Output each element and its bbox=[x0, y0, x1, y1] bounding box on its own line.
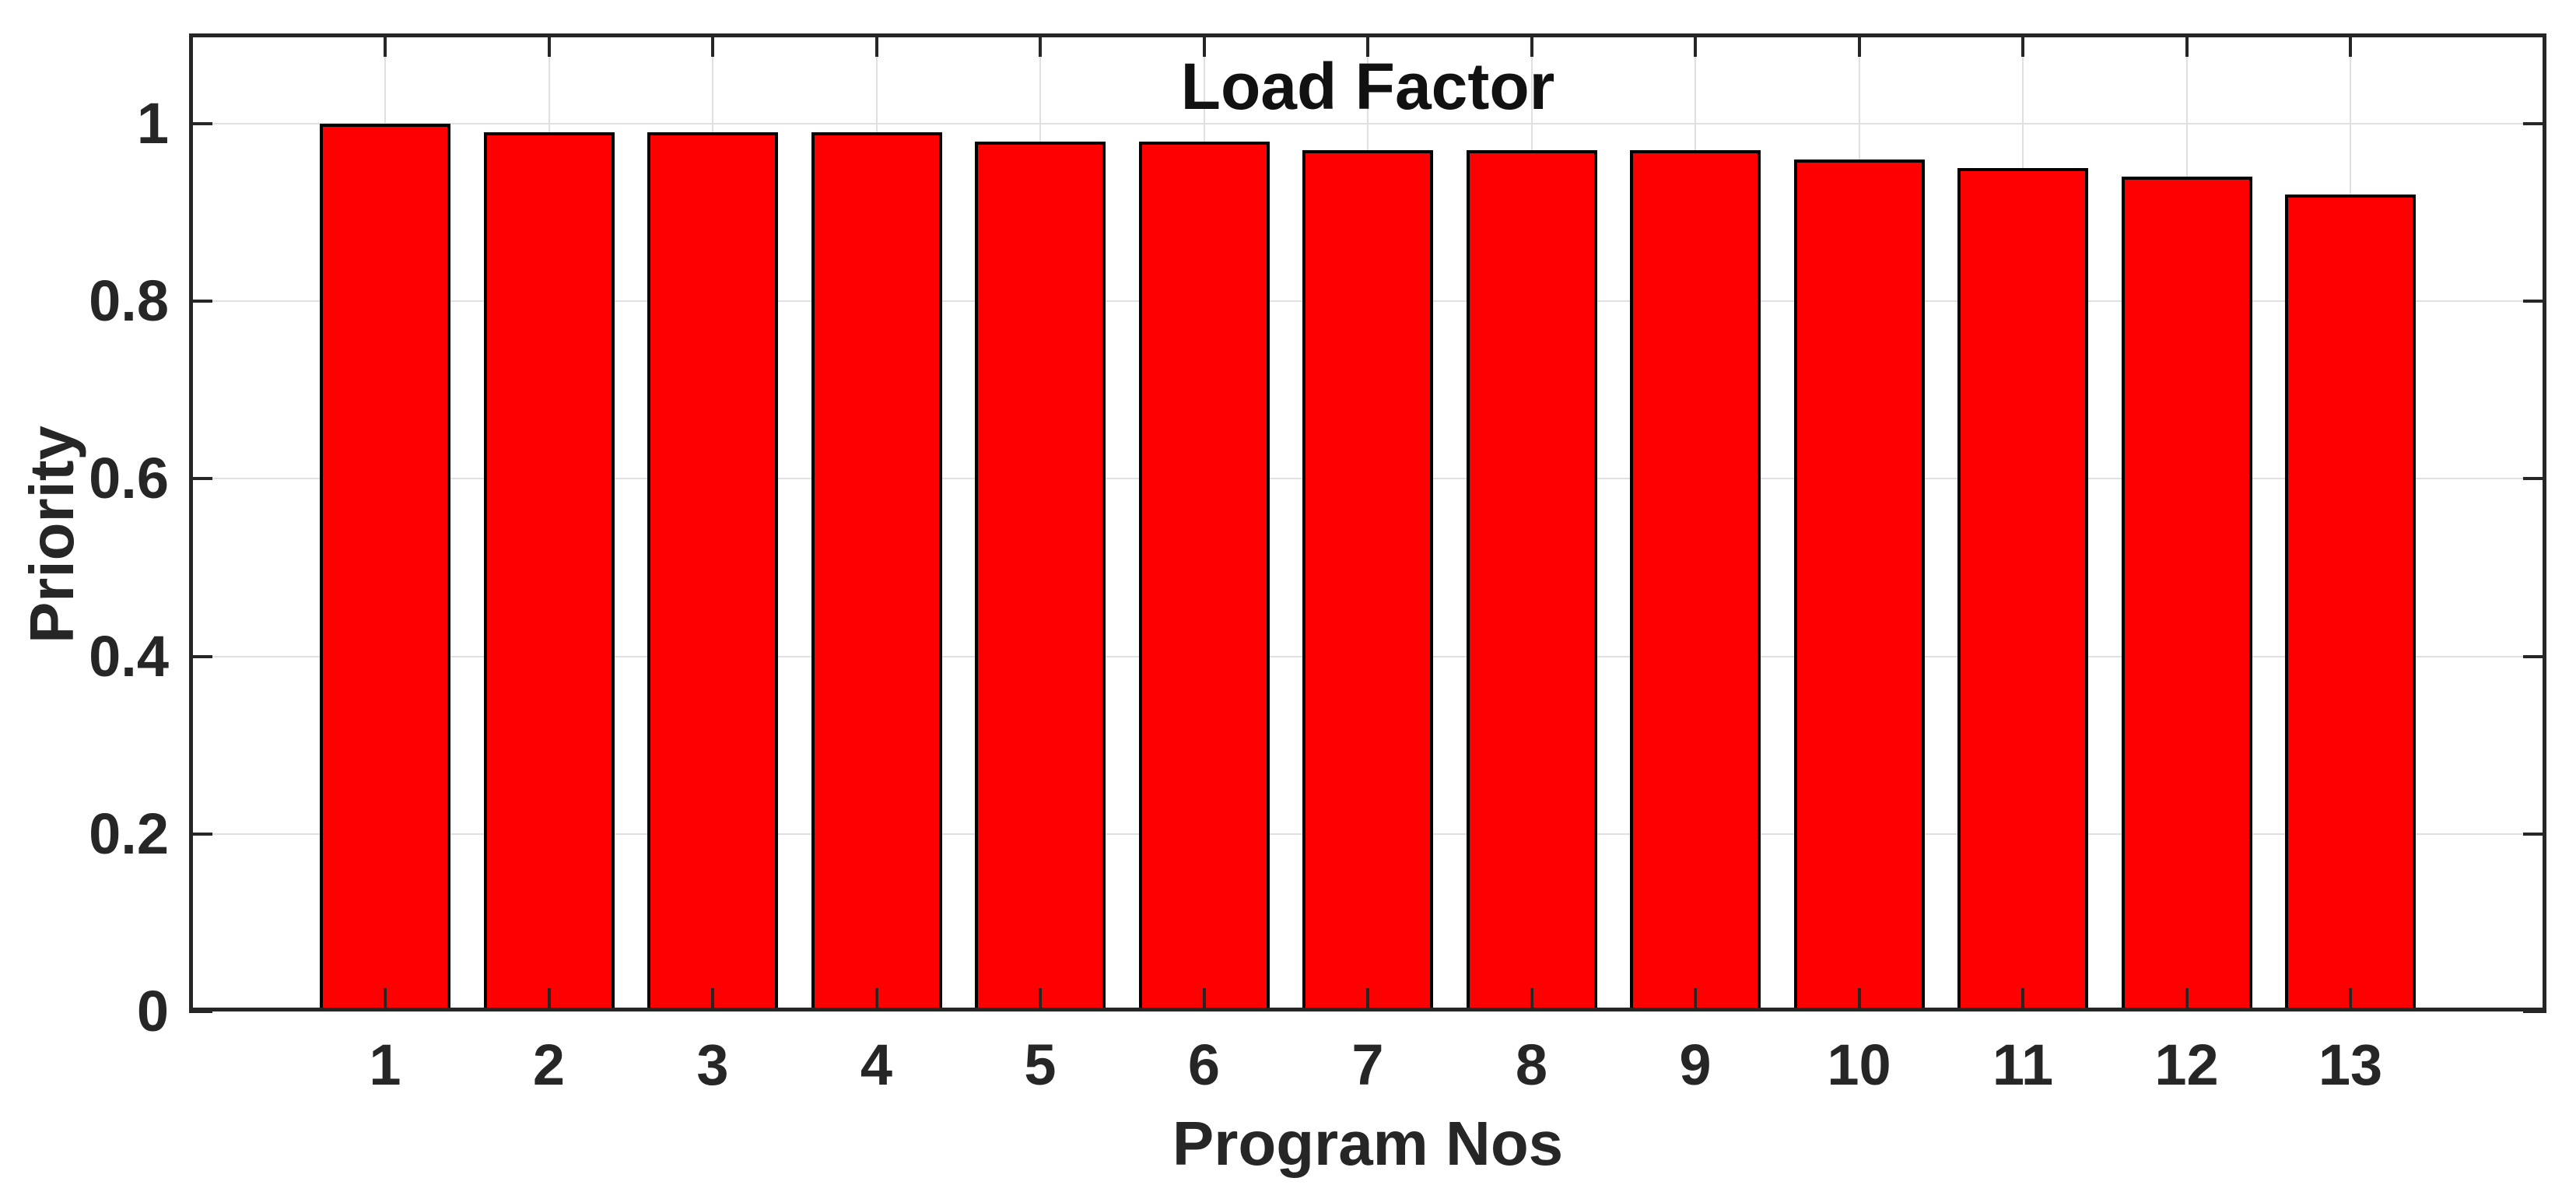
x-tick-mark-top bbox=[1694, 33, 1697, 57]
x-tick-label: 4 bbox=[860, 1032, 893, 1097]
x-tick-mark-top bbox=[1366, 33, 1369, 57]
x-tick-label: 6 bbox=[1187, 1032, 1221, 1097]
x-tick-mark-bottom bbox=[1366, 988, 1369, 1011]
x-tick-label: 12 bbox=[2154, 1032, 2219, 1097]
y-tick-label: 0 bbox=[136, 979, 169, 1043]
y-tick-mark-right bbox=[2523, 1010, 2546, 1013]
bar bbox=[1630, 150, 1761, 1011]
x-tick-mark-bottom bbox=[1857, 988, 1861, 1011]
x-tick-mark-top bbox=[2185, 33, 2189, 57]
x-tick-label: 2 bbox=[532, 1032, 566, 1097]
y-tick-mark-left bbox=[189, 832, 212, 836]
bar bbox=[1138, 141, 1270, 1011]
y-tick-label: 1 bbox=[136, 91, 169, 156]
bar bbox=[975, 141, 1106, 1011]
y-axis-line bbox=[189, 33, 193, 1011]
bar bbox=[811, 132, 942, 1011]
y-tick-label: 0.8 bbox=[89, 268, 169, 334]
bar bbox=[483, 132, 615, 1011]
x-tick-mark-bottom bbox=[874, 988, 878, 1011]
y-axis-label: Priority bbox=[17, 425, 86, 644]
y-tick-mark-left bbox=[189, 122, 212, 125]
y-tick-mark-left bbox=[189, 477, 212, 481]
bar bbox=[2121, 177, 2252, 1011]
x-tick-label: 1 bbox=[369, 1032, 401, 1097]
x-tick-mark-bottom bbox=[1039, 988, 1042, 1011]
x-tick-mark-bottom bbox=[1202, 988, 1206, 1011]
x-tick-label: 7 bbox=[1351, 1032, 1384, 1097]
y-tick-label: 0.6 bbox=[89, 446, 169, 511]
y-tick-mark-right bbox=[2523, 654, 2546, 658]
x-tick-mark-bottom bbox=[2349, 988, 2352, 1011]
bar bbox=[1957, 168, 2088, 1011]
x-tick-mark-top bbox=[2021, 33, 2024, 57]
bar bbox=[647, 132, 778, 1011]
x-tick-mark-top bbox=[874, 33, 878, 57]
chart-title: Load Factor bbox=[1180, 50, 1555, 123]
y-tick-mark-right bbox=[2523, 300, 2546, 303]
bar bbox=[320, 124, 450, 1011]
plot-area: Load Factor bbox=[189, 33, 2546, 1013]
x-tick-mark-top bbox=[384, 33, 387, 57]
bar bbox=[2285, 195, 2416, 1011]
x-tick-label: 11 bbox=[1992, 1032, 2054, 1097]
x-tick-label: 5 bbox=[1024, 1032, 1057, 1097]
y-tick-mark-right bbox=[2523, 122, 2546, 125]
x-tick-mark-bottom bbox=[711, 988, 714, 1011]
x-axis-label: Program Nos bbox=[1172, 1109, 1564, 1178]
x-tick-mark-top bbox=[2349, 33, 2352, 57]
y-tick-mark-left bbox=[189, 1010, 212, 1013]
x-tick-label: 9 bbox=[1679, 1032, 1712, 1097]
x-tick-mark-top bbox=[711, 33, 714, 57]
x-tick-mark-bottom bbox=[1530, 988, 1533, 1011]
y-tick-mark-right bbox=[2523, 832, 2546, 836]
x-tick-mark-bottom bbox=[2185, 988, 2189, 1011]
y-tick-mark-left bbox=[189, 654, 212, 658]
x-tick-label: 10 bbox=[1827, 1032, 1891, 1097]
x-tick-mark-bottom bbox=[384, 988, 387, 1011]
bar bbox=[1466, 150, 1597, 1011]
x-tick-mark-top bbox=[547, 33, 551, 57]
x-tick-label: 13 bbox=[2318, 1032, 2383, 1097]
right-spine bbox=[2543, 33, 2546, 1011]
x-tick-mark-bottom bbox=[1694, 988, 1697, 1011]
x-tick-mark-bottom bbox=[547, 988, 551, 1011]
x-tick-mark-top bbox=[1202, 33, 1206, 57]
x-tick-label: 8 bbox=[1515, 1032, 1548, 1097]
bar bbox=[1793, 159, 1925, 1011]
x-tick-mark-top bbox=[1530, 33, 1533, 57]
bar bbox=[1302, 150, 1433, 1011]
y-tick-mark-left bbox=[189, 300, 212, 303]
y-tick-label: 0.4 bbox=[89, 623, 169, 689]
x-tick-mark-top bbox=[1857, 33, 1861, 57]
y-tick-mark-right bbox=[2523, 477, 2546, 481]
y-tick-label: 0.2 bbox=[89, 801, 169, 866]
x-tick-mark-bottom bbox=[2021, 988, 2024, 1011]
x-tick-label: 3 bbox=[696, 1032, 729, 1097]
x-tick-mark-top bbox=[1039, 33, 1042, 57]
